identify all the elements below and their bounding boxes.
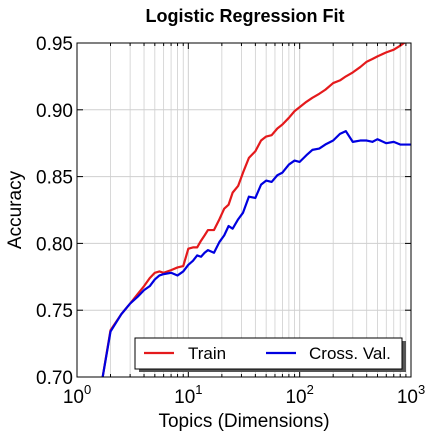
x-tick-label: 101 (174, 382, 202, 408)
series-line-train (101, 43, 406, 377)
x-tick-labels: 100 101 102 103 (63, 382, 425, 408)
chart-title: Logistic Regression Fit (145, 6, 344, 26)
legend-label-cross-val: Cross. Val. (309, 344, 391, 363)
grid-lines (77, 43, 411, 377)
y-tick-label: 0.90 (36, 101, 73, 122)
y-tick-labels: 0.70 0.75 0.80 0.85 0.90 0.95 (36, 34, 73, 389)
x-axis-label: Topics (Dimensions) (158, 411, 329, 432)
legend: Train Cross. Val. (134, 337, 406, 372)
x-tick-label: 100 (63, 382, 91, 408)
y-tick-label: 0.85 (36, 168, 73, 189)
x-tick-label: 102 (285, 382, 313, 408)
y-tick-label: 0.80 (36, 234, 73, 255)
series-layer (101, 43, 411, 377)
y-axis-label: Accuracy (5, 170, 26, 249)
series-line-cross-val (101, 130, 411, 377)
y-tick-label: 0.75 (36, 301, 73, 322)
axis-ticks (77, 42, 411, 378)
plot-frame (76, 42, 412, 378)
y-tick-label: 0.70 (36, 368, 73, 389)
y-tick-label: 0.95 (36, 34, 73, 55)
x-tick-label: 103 (397, 382, 425, 408)
legend-label-train: Train (188, 344, 226, 363)
